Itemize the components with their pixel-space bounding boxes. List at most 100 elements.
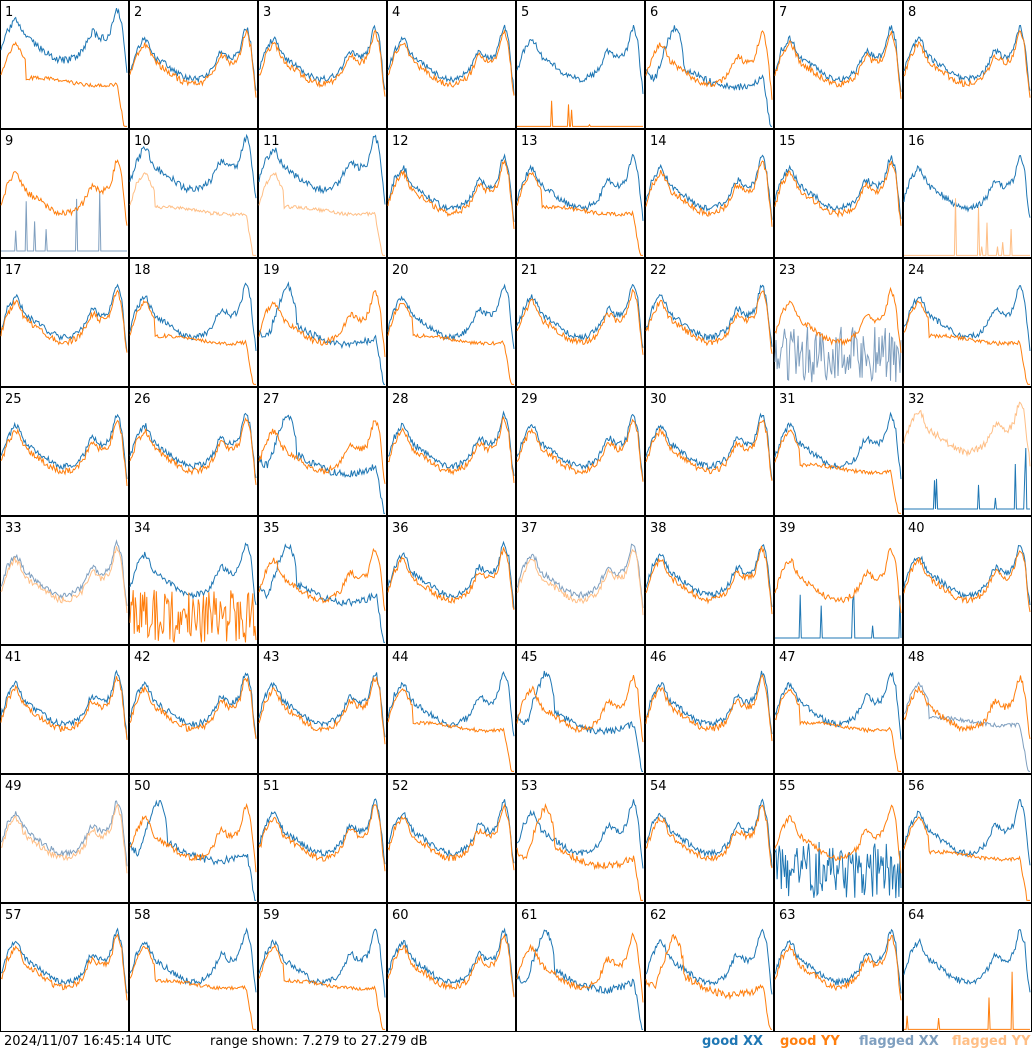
panel-9-yy-series — [0, 159, 128, 226]
panel-frame — [258, 903, 387, 1032]
panel-35: 35 — [258, 516, 387, 645]
panel-38: 38 — [645, 516, 774, 645]
panel-52: 52 — [387, 774, 516, 903]
panel-label: 12 — [392, 134, 409, 149]
panel-label: 11 — [263, 134, 280, 149]
panel-16-xx-series — [903, 155, 1031, 218]
range-text: range shown: 7.279 to 27.279 dB — [210, 1034, 428, 1049]
panel-62-xx-series — [645, 928, 773, 995]
panel-57-yy-series — [0, 933, 128, 1001]
panel-frame — [387, 258, 516, 387]
panel-label: 37 — [521, 521, 538, 536]
panel-59-xx-series — [258, 928, 386, 998]
panel-label: 2 — [134, 5, 142, 20]
panel-frame — [387, 387, 516, 516]
panel-13-yy-series — [516, 171, 643, 256]
panel-57-xx-series — [0, 927, 128, 994]
panel-46: 46 — [645, 645, 774, 774]
panel-64: 64 — [903, 903, 1032, 1032]
panel-frame — [903, 258, 1032, 387]
panel-frame — [258, 516, 387, 645]
panel-frame — [129, 0, 258, 129]
panel-label: 40 — [908, 521, 925, 536]
panel-12: 12 — [387, 129, 516, 258]
panel-label: 53 — [521, 779, 538, 794]
panel-label: 44 — [392, 650, 409, 665]
panel-label: 3 — [263, 5, 271, 20]
panel-22-yy-series — [645, 290, 773, 354]
panel-frame — [0, 645, 129, 774]
panel-frame — [129, 129, 258, 258]
panel-label: 62 — [650, 908, 667, 923]
panel-2-yy-series — [129, 29, 257, 98]
panel-label: 15 — [779, 134, 796, 149]
panel-6-yy-series — [645, 30, 773, 100]
panel-19: 19 — [258, 258, 387, 387]
panel-39: 39 — [774, 516, 903, 645]
panel-7: 7 — [774, 0, 903, 129]
panel-49-yy-series — [0, 803, 128, 874]
panel-label: 29 — [521, 392, 538, 407]
panel-label: 7 — [779, 5, 787, 20]
panel-8: 8 — [903, 0, 1032, 129]
panel-8-xx-series — [903, 24, 1031, 91]
panel-63-yy-series — [774, 934, 902, 1001]
panel-label: 30 — [650, 392, 667, 407]
legend-good-xx: good XX — [702, 1034, 764, 1049]
panel-label: 10 — [134, 134, 151, 149]
panel-frame — [774, 645, 903, 774]
panel-label: 34 — [134, 521, 151, 536]
panel-frame — [129, 645, 258, 774]
panel-frame — [516, 129, 645, 258]
panel-frame — [516, 516, 645, 645]
panel-56: 56 — [903, 774, 1032, 903]
panel-4-xx-series — [387, 24, 515, 95]
panel-frame — [0, 774, 129, 903]
panel-label: 31 — [779, 392, 796, 407]
panel-label: 27 — [263, 392, 280, 407]
panel-62: 62 — [645, 903, 774, 1032]
panel-37-xx-series — [516, 543, 644, 609]
panel-60-yy-series — [387, 933, 515, 998]
panel-21-xx-series — [516, 283, 644, 348]
panel-60: 60 — [387, 903, 516, 1032]
panel-6-xx-series — [645, 25, 772, 127]
panel-46-xx-series — [645, 670, 773, 735]
panel-59-yy-series — [258, 944, 385, 1030]
panel-40: 40 — [903, 516, 1032, 645]
panel-frame — [387, 129, 516, 258]
panel-42-yy-series — [129, 676, 257, 739]
panel-21: 21 — [516, 258, 645, 387]
panel-33-xx-series — [0, 539, 128, 607]
panel-frame — [129, 258, 258, 387]
panel-label: 19 — [263, 263, 280, 278]
panel-frame — [645, 516, 774, 645]
panel-12-xx-series — [387, 153, 515, 222]
panel-label: 17 — [5, 263, 22, 278]
panel-34-xx-series — [129, 542, 257, 606]
legend-flagged-xx: flagged XX — [859, 1034, 939, 1049]
panel-58: 58 — [129, 903, 258, 1032]
panel-frame — [258, 258, 387, 387]
panel-18-yy-series — [129, 299, 256, 385]
panel-frame — [0, 387, 129, 516]
panel-38-yy-series — [645, 545, 773, 615]
panel-11: 11 — [258, 129, 387, 258]
panel-50-xx-series — [129, 799, 256, 901]
panel-43: 43 — [258, 645, 387, 774]
panel-label: 46 — [650, 650, 667, 665]
panel-28-yy-series — [387, 416, 515, 483]
panel-32-yy-series — [903, 401, 1031, 467]
panel-label: 14 — [650, 134, 667, 149]
panel-5-xx-series — [516, 24, 644, 94]
panel-frame — [0, 516, 129, 645]
panel-51: 51 — [258, 774, 387, 903]
panel-45: 45 — [516, 645, 645, 774]
panel-21-yy-series — [516, 288, 644, 355]
panel-label: 59 — [263, 908, 280, 923]
panel-label: 26 — [134, 392, 151, 407]
panel-label: 43 — [263, 650, 280, 665]
panel-61-yy-series — [516, 932, 644, 1003]
panel-29-xx-series — [516, 413, 644, 482]
